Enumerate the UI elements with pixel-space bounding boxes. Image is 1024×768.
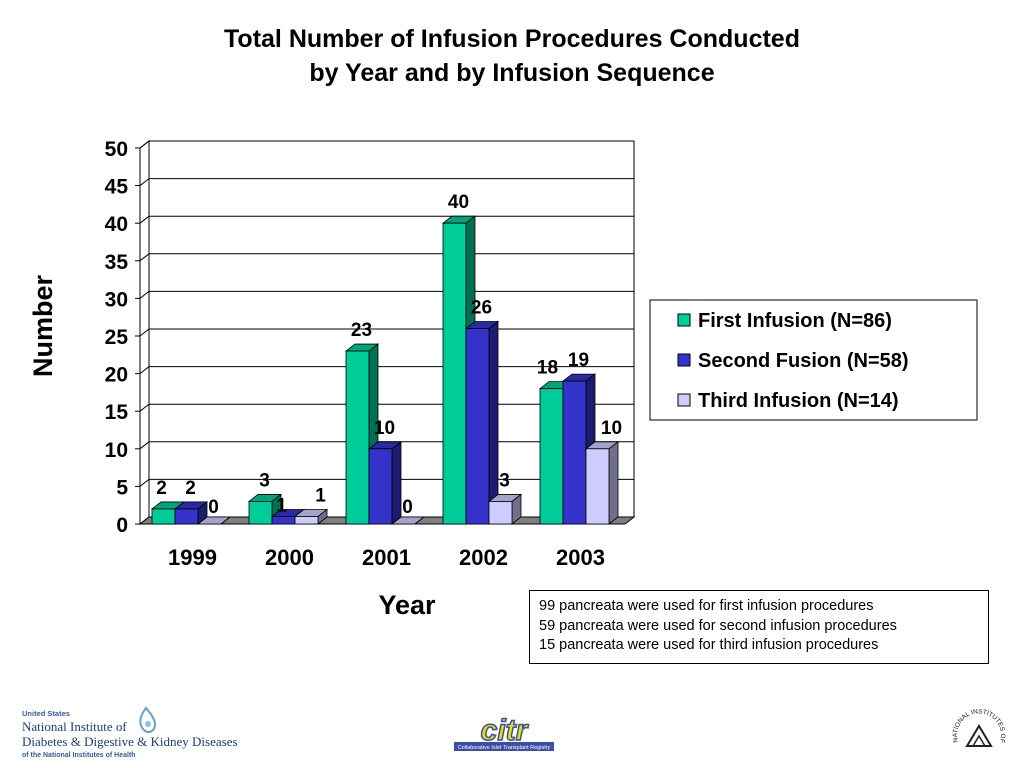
data-label: 3 xyxy=(499,470,510,491)
x-tick-label: 2001 xyxy=(362,545,411,570)
bar-side xyxy=(608,440,619,525)
y-tick-label: 20 xyxy=(105,364,128,387)
y-tick-label: 35 xyxy=(105,251,129,274)
nih-seal-icon xyxy=(965,724,993,747)
bar xyxy=(562,380,587,525)
niddk-line-4: of the National Institutes of Health xyxy=(22,752,136,759)
x-tick-label: 2002 xyxy=(459,545,508,570)
data-label: 26 xyxy=(471,297,492,318)
bar-side xyxy=(488,320,499,525)
y-tick-label: 45 xyxy=(105,176,129,199)
data-label: 0 xyxy=(208,497,219,518)
bar xyxy=(151,508,176,525)
bar xyxy=(248,501,273,525)
note-line: 15 pancreata were used for third infusio… xyxy=(539,637,879,653)
data-label: 1 xyxy=(276,495,287,516)
data-label: 1 xyxy=(315,485,326,506)
legend-swatch xyxy=(677,353,691,367)
gridline xyxy=(139,140,634,149)
legend-swatch xyxy=(677,313,691,327)
bar xyxy=(294,516,319,525)
bar xyxy=(465,328,490,525)
legend-swatch xyxy=(677,393,691,407)
bar xyxy=(585,448,610,525)
data-label: 10 xyxy=(601,418,622,439)
niddk-logo: United States National Institute of Diab… xyxy=(22,706,238,759)
legend-label: Second Fusion (N=58) xyxy=(698,350,909,372)
legend-box xyxy=(649,299,978,421)
data-label: 3 xyxy=(259,470,270,491)
bar-side xyxy=(220,516,231,525)
y-tick-label: 5 xyxy=(116,476,128,499)
bar xyxy=(174,508,199,525)
data-label: 2 xyxy=(156,478,167,499)
y-tick-label: 50 xyxy=(105,138,128,161)
y-tick-label: 30 xyxy=(105,288,128,311)
kidney-drop-icon xyxy=(139,706,156,734)
y-tick-label: 25 xyxy=(105,326,129,349)
nih-seal: NATIONAL INSTITUTES OF HEALTH xyxy=(950,704,1006,747)
x-tick-label: 2003 xyxy=(556,545,605,570)
data-label: 18 xyxy=(537,358,558,379)
bar-side xyxy=(414,516,425,525)
gridline xyxy=(139,178,634,186)
x-axis-title: Year xyxy=(378,590,436,620)
data-label: 2 xyxy=(185,478,196,499)
bar xyxy=(368,448,393,525)
y-tick-label: 15 xyxy=(105,401,129,424)
data-label: 23 xyxy=(351,320,372,341)
x-tick-label: 1999 xyxy=(168,545,217,570)
data-label: 19 xyxy=(568,350,589,371)
y-tick-label: 0 xyxy=(116,514,128,537)
bar xyxy=(539,388,564,525)
notes-box: 99 pancreata were used for first infusio… xyxy=(529,590,989,664)
bar xyxy=(271,516,296,525)
note-line: 99 pancreata were used for first infusio… xyxy=(539,598,874,614)
data-label: 0 xyxy=(402,497,413,518)
y-tick-label: 10 xyxy=(105,439,128,462)
chart-title-line-2: by Year and by Infusion Sequence xyxy=(309,59,715,87)
data-label: 40 xyxy=(448,192,469,213)
bar-side xyxy=(391,440,402,525)
niddk-line-2: National Institute of xyxy=(22,719,127,734)
legend-label: First Infusion (N=86) xyxy=(698,310,892,332)
legend-label: Third Infusion (N=14) xyxy=(698,390,899,412)
bar xyxy=(488,501,513,525)
citr-subtitle: Collaborative Islet Transplant Registry xyxy=(458,745,551,751)
citr-logo: citr Collaborative Islet Transplant Regi… xyxy=(454,713,554,751)
data-label: 10 xyxy=(374,418,395,439)
bar xyxy=(345,350,370,525)
x-tick-label: 2000 xyxy=(265,545,314,570)
y-axis-title: Number xyxy=(28,275,58,378)
citr-wordmark: citr xyxy=(481,714,530,747)
niddk-line-3: Diabetes & Digestive & Kidney Diseases xyxy=(22,734,238,749)
y-tick-label: 40 xyxy=(105,213,128,236)
bar xyxy=(442,222,467,525)
note-line: 59 pancreata were used for second infusi… xyxy=(539,617,897,634)
chart-title-line-1: Total Number of Infusion Procedures Cond… xyxy=(224,25,800,53)
niddk-line-1: United States xyxy=(22,709,70,718)
